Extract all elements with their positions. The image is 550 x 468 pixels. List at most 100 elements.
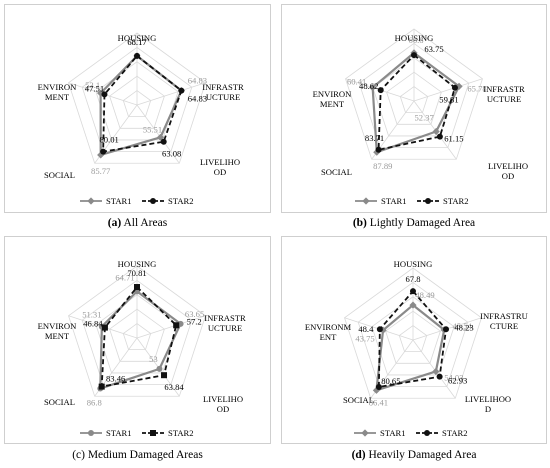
data-label-star1: 86.41 xyxy=(369,397,388,407)
grid-ring xyxy=(385,310,441,364)
data-label-star2: 48.23 xyxy=(454,322,473,332)
data-label-star2: 48.62 xyxy=(359,81,378,91)
series-line-star1 xyxy=(99,290,182,390)
data-label-star2: 46.84 xyxy=(83,319,103,329)
legend-label-star1: STAR1 xyxy=(381,196,407,206)
series-line-star1 xyxy=(99,54,183,157)
data-label-star1: 51.31 xyxy=(82,310,101,320)
data-point-star2 xyxy=(376,326,383,333)
legend-label-star1: STAR1 xyxy=(106,196,132,206)
radar-chart-b: HOUSING INFRASTR UCTURE LIVELIHO OD SOCIAL ENV… xyxy=(313,28,528,206)
data-point-star2 xyxy=(178,87,185,94)
grid-ring xyxy=(386,71,442,125)
legend-marker-star2 xyxy=(150,198,156,204)
grid-ring xyxy=(398,325,428,353)
data-label-star2: 68.17 xyxy=(127,37,147,47)
data-point-star2 xyxy=(436,373,443,380)
data-point-star2 xyxy=(161,372,168,379)
legend-marker-star1 xyxy=(362,197,370,205)
data-label-star1: 48.49 xyxy=(415,290,434,300)
caption-b: (b) Lightly Damaged Area xyxy=(281,217,547,229)
data-label-star1: 52.37 xyxy=(414,113,434,123)
data-label-star2: 62.93 xyxy=(448,376,467,386)
data-label-star2: 59.81 xyxy=(439,95,458,105)
legend-marker-star1 xyxy=(88,430,94,436)
data-label-star1: 85.77 xyxy=(91,166,111,176)
data-point-star2 xyxy=(173,322,180,329)
grid-ring xyxy=(357,281,469,387)
caption-d: (d) Heavily Damaged Area xyxy=(281,449,547,461)
data-point-star1 xyxy=(369,83,377,92)
grid-ring xyxy=(399,86,429,114)
axis-label: HOUSING xyxy=(395,33,434,43)
axis-spoke xyxy=(136,104,180,164)
legend-label-star2: STAR2 xyxy=(168,428,194,438)
grid-ring xyxy=(95,61,179,141)
data-point-star2 xyxy=(98,383,105,390)
legend-marker-star1 xyxy=(87,197,95,205)
axis-spoke xyxy=(413,78,483,102)
series-line-star2 xyxy=(377,54,456,151)
grid-ring xyxy=(371,296,455,376)
data-label-star2: 63.75 xyxy=(424,44,443,54)
series-line-star1 xyxy=(375,303,446,392)
caption-c: (c) Medium Damaged Areas xyxy=(4,449,271,461)
data-point-star2 xyxy=(375,146,382,153)
axis-label: HOUSING xyxy=(394,259,433,269)
axis-label: HOUSING xyxy=(118,259,157,269)
caption-a-bold: (a) xyxy=(107,217,122,229)
data-label-star1: 60.41 xyxy=(347,77,366,87)
axis-label: SOCIAL xyxy=(44,397,75,407)
data-label-star1: 54.03 xyxy=(444,372,463,382)
data-label-star1: 66.8 xyxy=(408,35,423,45)
data-label-star1: 64.83 xyxy=(188,76,207,86)
data-point-star2 xyxy=(443,326,450,333)
caption-a-text: All Areas xyxy=(121,217,168,229)
grid-ring xyxy=(122,90,152,118)
series-line-star2 xyxy=(377,290,447,388)
data-label-star2: 48.4 xyxy=(358,324,374,334)
grid-ring xyxy=(81,46,193,152)
data-point-star1 xyxy=(97,151,105,159)
data-label-star1: 68.17 xyxy=(127,37,147,47)
grid-ring xyxy=(109,75,165,129)
data-label-star1: 87.89 xyxy=(373,161,392,171)
axis-spoke xyxy=(136,82,206,106)
radar-chart-c: HOUSING INFRASTR UCTURE LIVELIHO OD SOCIAL ENV… xyxy=(38,259,246,438)
legend-marker-star1 xyxy=(361,429,369,437)
radar-chart-a: HOUSING INFRASTR UCTURE LIVELIHO OD SOCIAL ENV… xyxy=(38,32,244,206)
axis-label: SOCIAL xyxy=(321,167,352,177)
data-point-star2 xyxy=(101,324,108,331)
data-label-star1: 86.8 xyxy=(87,398,102,408)
grid-ring xyxy=(344,267,482,399)
data-label-star1: 45.54 xyxy=(453,321,473,331)
data-label-star1: 55.51 xyxy=(143,124,162,134)
legend-label-star2: STAR2 xyxy=(168,196,194,206)
data-label-star2: 83.71 xyxy=(365,133,384,143)
caption-a: (a) All Areas xyxy=(4,217,271,229)
data-point-star2 xyxy=(451,84,458,91)
data-point-star1 xyxy=(409,301,417,309)
caption-d-text: Heavily Damaged Area xyxy=(365,449,477,461)
axis-label: SOCIAL xyxy=(44,170,75,180)
data-point-star2 xyxy=(375,383,382,390)
data-point-star2 xyxy=(410,288,416,295)
data-label-star1: 53 xyxy=(149,354,158,364)
legend-label-star2: STAR2 xyxy=(443,196,469,206)
data-point-star2 xyxy=(160,138,167,145)
data-point-star2 xyxy=(100,148,107,155)
grid-ring xyxy=(68,265,206,397)
grid-ring xyxy=(81,279,193,385)
axis-spoke xyxy=(412,339,456,399)
grid-ring xyxy=(358,42,470,148)
data-label-star2: 47.51 xyxy=(85,83,104,93)
data-label-star2: 70.81 xyxy=(127,268,146,278)
radar-chart-d: HOUSING INFRASTRU CTURE LIVELIHOO D SOCIAL ENV… xyxy=(305,259,529,438)
data-label-star2: 83.46 xyxy=(106,374,126,384)
